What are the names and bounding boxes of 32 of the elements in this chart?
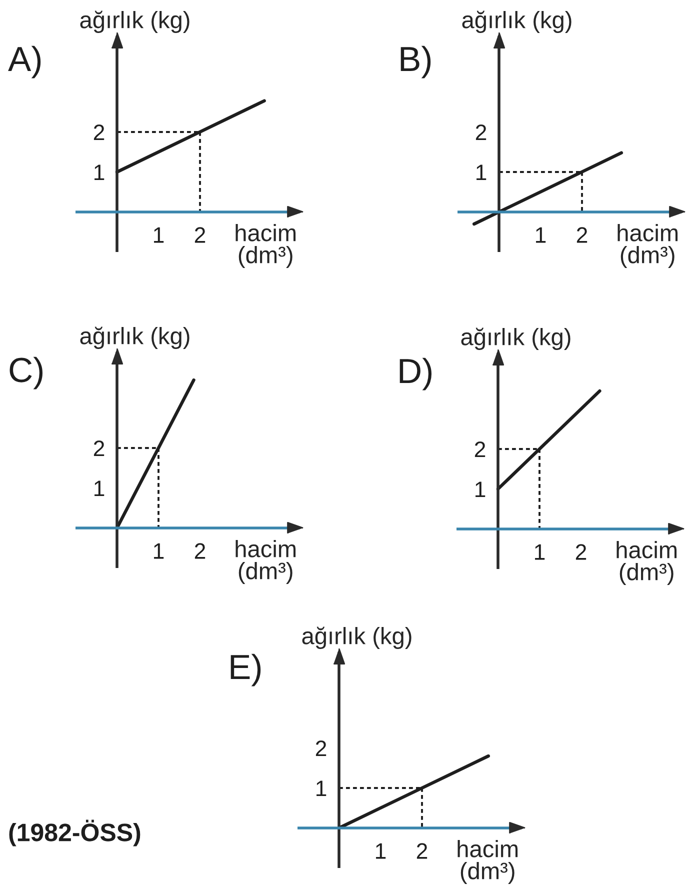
x-axis-title: hacim (dm³) bbox=[618, 224, 678, 268]
chart-title: C) bbox=[10, 356, 42, 390]
y-tick-label: 2 bbox=[476, 124, 486, 140]
y-tick-label: 1 bbox=[94, 164, 104, 180]
y-tick-label: 1 bbox=[476, 164, 486, 180]
y-tick-label: 2 bbox=[474, 442, 486, 458]
x-axis-title: hacim (dm³) bbox=[616, 541, 677, 586]
x-axis-title: hacim (dm³) bbox=[458, 840, 518, 884]
x-axis-title: hacim (dm³) bbox=[236, 540, 296, 584]
y-tick-label: 2 bbox=[94, 124, 104, 140]
x-tick-label: 1 bbox=[154, 543, 164, 559]
y-axis-title: ağırlık (kg) bbox=[462, 10, 572, 33]
chart-title: E) bbox=[230, 654, 261, 686]
y-axis-title: ağırlık (kg) bbox=[461, 328, 570, 350]
y-tick-label: 2 bbox=[94, 440, 104, 456]
x-axis-title: hacim (dm³) bbox=[236, 224, 296, 268]
y-axis-title: ağırlık (kg) bbox=[302, 626, 412, 649]
y-tick-label: 1 bbox=[94, 480, 104, 496]
x-tick-label: 1 bbox=[536, 227, 546, 243]
y-axis-title: ağırlık (kg) bbox=[80, 326, 190, 349]
x-tick-label: 2 bbox=[194, 543, 206, 559]
x-tick-label: 2 bbox=[576, 227, 588, 243]
x-tick-label: 2 bbox=[194, 227, 206, 243]
chart-title: B) bbox=[400, 46, 431, 78]
y-tick-label: 1 bbox=[476, 482, 486, 498]
y-axis-title: ağırlık (kg) bbox=[80, 10, 190, 33]
chart-title: D) bbox=[400, 358, 432, 390]
x-tick-label: 1 bbox=[154, 227, 164, 243]
x-tick-label: 2 bbox=[576, 544, 586, 560]
x-tick-label: 1 bbox=[535, 544, 545, 560]
text: (1982-ÖSS) bbox=[9, 820, 140, 846]
chart-title: A) bbox=[8, 46, 41, 78]
